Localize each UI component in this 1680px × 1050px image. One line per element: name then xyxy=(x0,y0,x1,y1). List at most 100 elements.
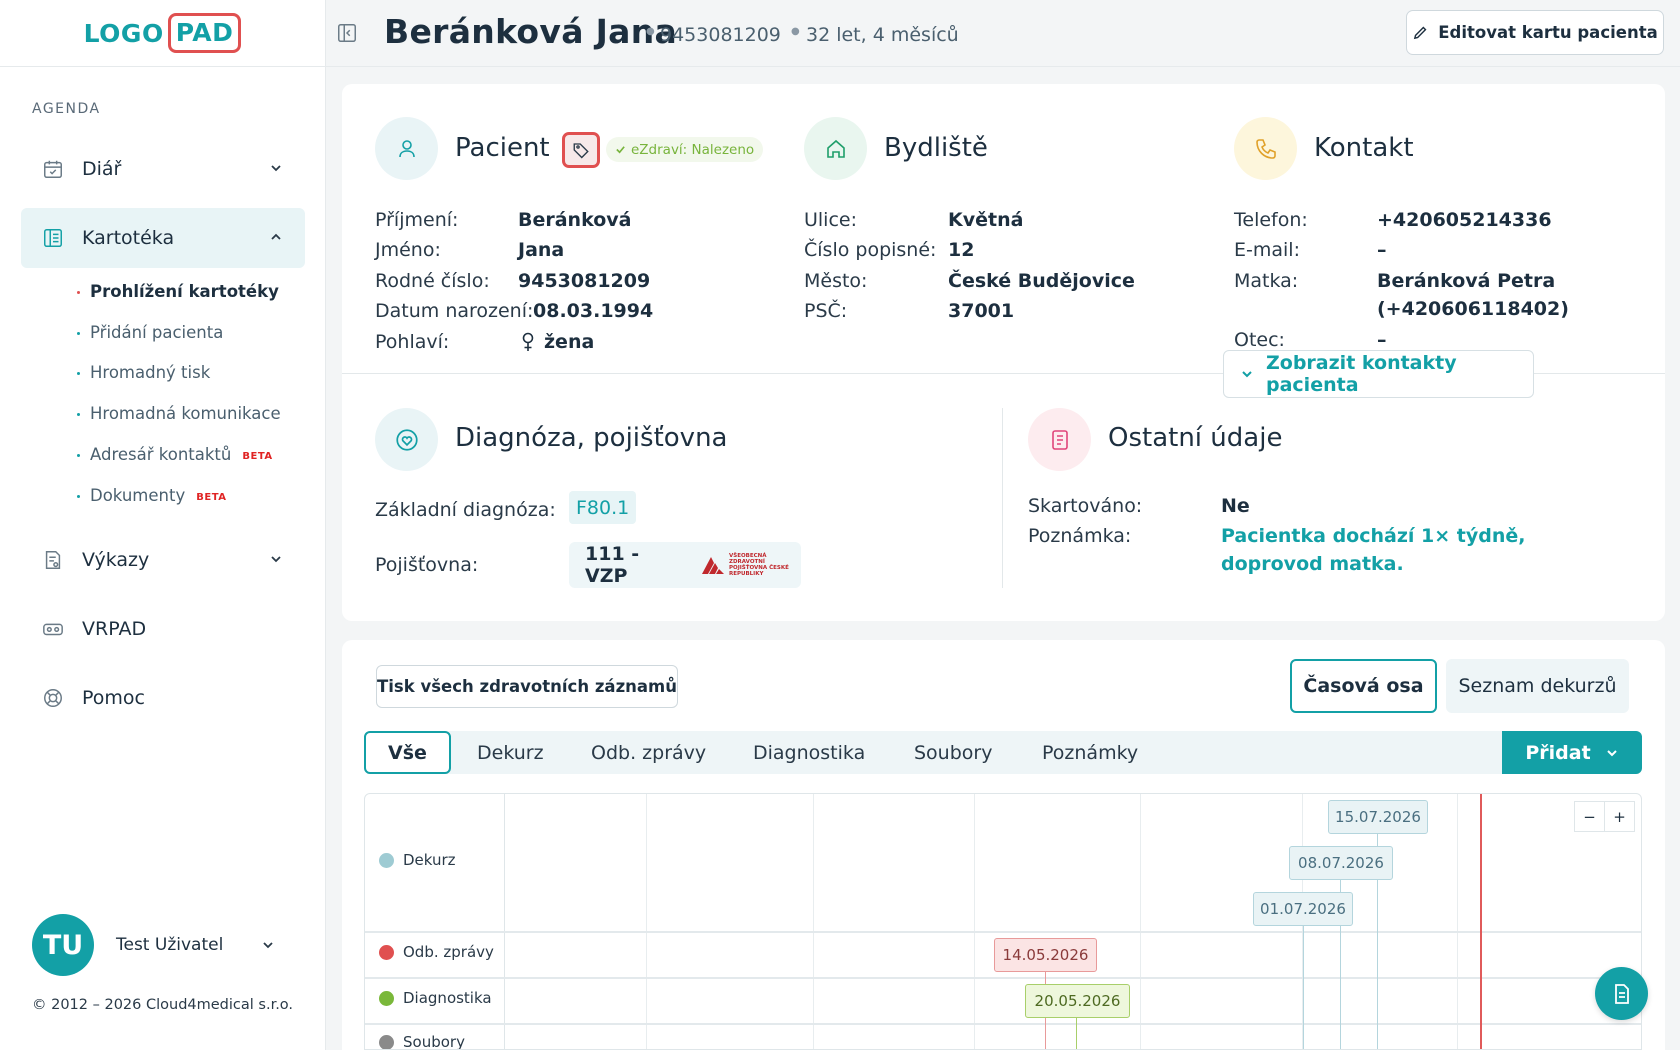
sidebar: LOGO PAD AGENDA Diář Kartotéka Prohlížen… xyxy=(0,0,326,1050)
field-label: Poznámka: xyxy=(1028,525,1132,547)
phone-icon xyxy=(1234,117,1297,180)
field-label: Matka: xyxy=(1234,270,1299,292)
tag-button[interactable] xyxy=(562,132,600,168)
field-value-sex: žena xyxy=(520,331,594,353)
timeline-gridline xyxy=(1457,794,1458,1049)
address-section-title: Bydliště xyxy=(884,133,988,163)
calendar-icon xyxy=(41,157,65,181)
field-value-house-number: 12 xyxy=(948,239,975,261)
chevron-down-icon xyxy=(1605,746,1619,760)
tab-diagnostika[interactable]: Diagnostika xyxy=(753,741,866,764)
timeline-row-divider xyxy=(365,1023,1641,1025)
event-stem xyxy=(1076,1018,1077,1049)
ezdravi-status-label: eZdraví: Nalezeno xyxy=(631,141,755,158)
legend-dot xyxy=(379,852,394,868)
diagnosis-code[interactable]: F80.1 xyxy=(569,491,637,524)
field-value-first-name: Jana xyxy=(518,239,565,261)
subnav-label: Adresář kontaktů xyxy=(90,445,232,464)
field-label: Základní diagnóza: xyxy=(375,499,556,521)
field-label: Rodné číslo: xyxy=(375,270,490,292)
timeline-event[interactable]: 01.07.2026 xyxy=(1253,892,1353,926)
tab-odb-zpravy[interactable]: Odb. zprávy xyxy=(591,741,707,764)
timeline-row-divider xyxy=(365,977,1641,979)
sidebar-item-vrpad[interactable]: VRPAD xyxy=(21,599,305,659)
sidebar-item-vykazy[interactable]: Výkazy xyxy=(21,530,305,590)
notes-fab-button[interactable] xyxy=(1595,967,1648,1020)
home-icon xyxy=(804,117,867,180)
field-label: Město: xyxy=(804,270,868,292)
file-cabinet-icon xyxy=(41,226,65,250)
user-menu[interactable]: TU Test Uživatel xyxy=(32,914,273,976)
legend-dot xyxy=(379,944,394,960)
insurance-code: 111 - VZP xyxy=(585,543,640,587)
show-contacts-button[interactable]: Zobrazit kontakty pacienta xyxy=(1223,350,1534,398)
subnav-prohlizeni-kartoteky[interactable]: Prohlížení kartotéky xyxy=(77,282,279,301)
timeline-gridline xyxy=(1140,794,1141,1049)
field-label: Ulice: xyxy=(804,209,858,231)
print-all-records-button[interactable]: Tisk všech zdravotních záznamů xyxy=(376,665,678,708)
field-label: Otec: xyxy=(1234,329,1285,351)
sidebar-item-pomoc[interactable]: Pomoc xyxy=(21,668,305,728)
legend-dot xyxy=(379,1034,394,1049)
sidebar-collapse-icon[interactable] xyxy=(336,22,358,44)
timeline-gridline xyxy=(813,794,814,1049)
timeline-row-label: Soubory xyxy=(403,1033,465,1050)
copyright: © 2012 – 2026 Cloud4medical s.r.o. xyxy=(32,997,294,1013)
zoom-out-button[interactable]: − xyxy=(1574,801,1605,832)
add-record-label: Přidat xyxy=(1525,741,1591,764)
timeline-event[interactable]: 15.07.2026 xyxy=(1328,800,1428,834)
add-record-button[interactable]: Přidat xyxy=(1502,731,1642,774)
heart-shield-icon xyxy=(375,408,438,471)
subnav-label: Přidání pacienta xyxy=(90,323,224,342)
dekurz-list-view-button[interactable]: Seznam dekurzů xyxy=(1446,659,1629,713)
subnav-label: Hromadný tisk xyxy=(90,363,211,382)
chevron-up-icon xyxy=(269,230,283,244)
tab-soubory[interactable]: Soubory xyxy=(914,741,993,764)
event-stem xyxy=(1340,880,1341,1049)
sidebar-item-diar[interactable]: Diář xyxy=(21,139,305,199)
beta-badge: BETA xyxy=(196,492,227,503)
subnav-label: Prohlížení kartotéky xyxy=(90,282,279,301)
event-stem xyxy=(1303,926,1304,1049)
logo-area: LOGO PAD xyxy=(0,0,325,67)
today-marker xyxy=(1480,794,1482,1049)
timeline-row-odb-zpravy: Odb. zprávy xyxy=(379,943,494,961)
zoom-in-button[interactable]: + xyxy=(1604,801,1635,832)
app-logo[interactable]: LOGO PAD xyxy=(84,13,242,53)
bullet xyxy=(77,495,80,498)
timeline-event[interactable]: 14.05.2026 xyxy=(994,938,1097,972)
timeline-label-column xyxy=(365,794,505,1049)
chevron-down-icon xyxy=(269,161,283,175)
bullet xyxy=(77,372,80,375)
sidebar-item-kartoteka[interactable]: Kartotéka xyxy=(21,208,305,268)
timeline-event[interactable]: 20.05.2026 xyxy=(1025,984,1130,1018)
field-label: Jméno: xyxy=(375,239,441,261)
sidebar-item-label: Diář xyxy=(82,158,122,180)
subnav-pridani-pacienta[interactable]: Přidání pacienta xyxy=(77,323,224,342)
field-value-street: Květná xyxy=(948,209,1024,231)
field-value-zip: 37001 xyxy=(948,300,1015,322)
vr-headset-icon xyxy=(41,617,65,641)
field-label: Pojišťovna: xyxy=(375,554,479,576)
subnav-hromadny-tisk[interactable]: Hromadný tisk xyxy=(77,363,211,382)
beta-badge: BETA xyxy=(242,451,273,462)
field-value-email: – xyxy=(1377,239,1387,261)
subnav-dokumenty[interactable]: Dokumenty BETA xyxy=(77,486,227,505)
sidebar-item-label: VRPAD xyxy=(82,618,147,640)
subnav-hromadna-komunikace[interactable]: Hromadná komunikace xyxy=(77,404,281,423)
logo-right: PAD xyxy=(167,13,242,53)
subnav-adresar-kontaktu[interactable]: Adresář kontaktů BETA xyxy=(77,445,273,464)
header-age: 32 let, 4 měsíců xyxy=(806,24,959,46)
timeline-view-button[interactable]: Časová osa xyxy=(1290,659,1437,713)
tab-poznamky[interactable]: Poznámky xyxy=(1042,741,1139,764)
timeline-event[interactable]: 08.07.2026 xyxy=(1289,846,1393,880)
other-section-title: Ostatní údaje xyxy=(1108,423,1283,453)
records-timeline: Dekurz Odb. zprávy Diagnostika Soubory 1… xyxy=(364,793,1642,1050)
page-header: Beránková Jana ● 9453081209 ● 32 let, 4 … xyxy=(326,0,1680,67)
field-value-phone: +420605214336 xyxy=(1377,209,1552,231)
edit-patient-button[interactable]: Editovat kartu pacienta xyxy=(1406,10,1664,55)
tab-dekurz[interactable]: Dekurz xyxy=(477,741,544,764)
contact-section-title: Kontakt xyxy=(1314,133,1414,163)
avatar: TU xyxy=(32,914,94,976)
tab-vse[interactable]: Vše xyxy=(364,731,451,774)
